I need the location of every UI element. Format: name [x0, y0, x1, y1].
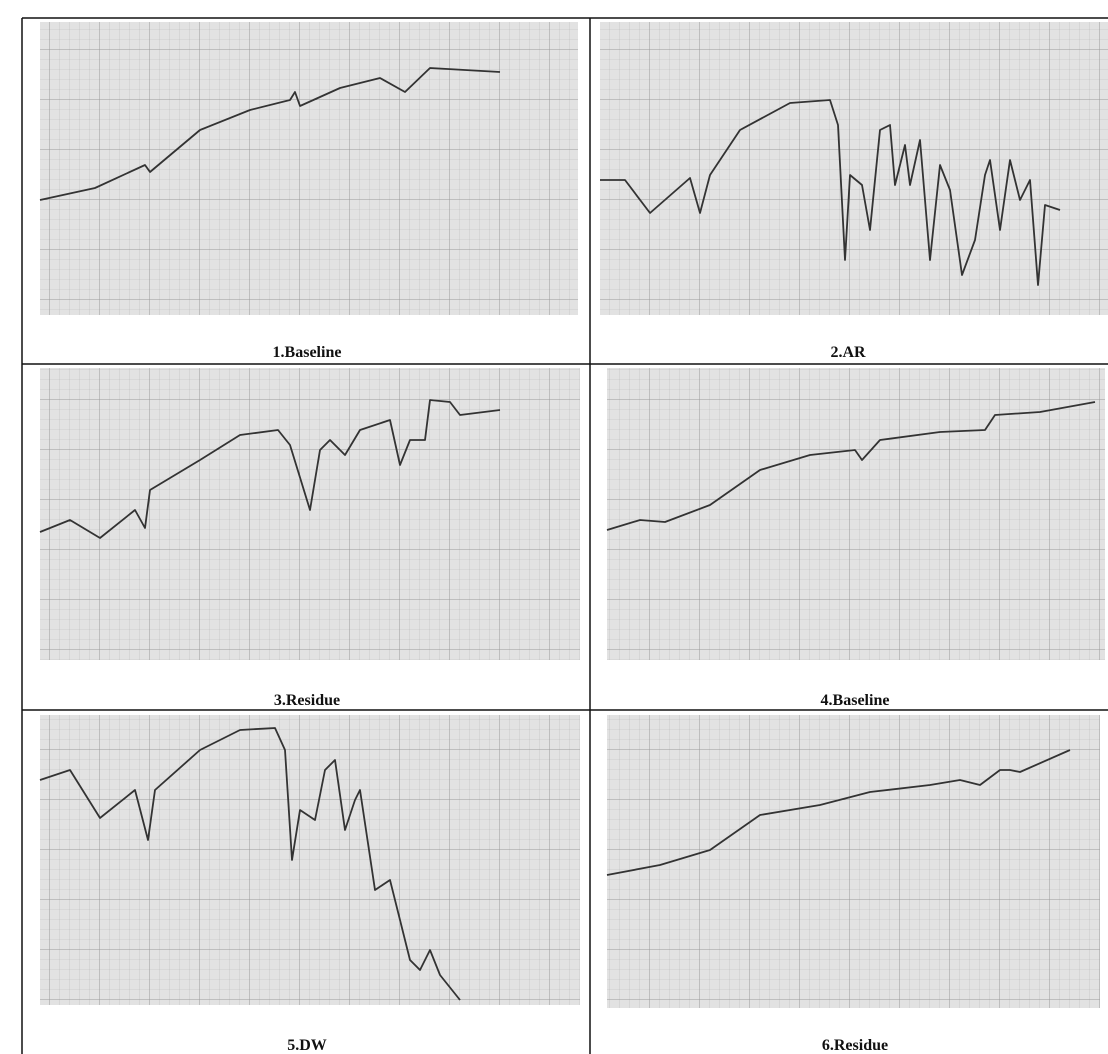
panel-caption: 5.DW — [287, 1037, 327, 1054]
panel-caption: 6.Residue — [822, 1037, 888, 1054]
grid-papers — [40, 22, 1108, 1008]
spectrum-trace — [600, 99, 1061, 286]
grid-paper — [607, 715, 1100, 1008]
spectrum-trace — [606, 401, 1096, 531]
grid-paper — [607, 368, 1105, 660]
spectrum-trace — [606, 749, 1071, 876]
panel-caption: 3.Residue — [274, 692, 340, 709]
spectrum-trace — [39, 727, 461, 1001]
panel-caption: 2.AR — [830, 344, 866, 361]
spectrum-trace — [39, 67, 501, 201]
grid-paper — [40, 22, 578, 315]
grid-paper — [40, 715, 580, 1005]
panel-borders — [21, 17, 1108, 1054]
panel-caption: 1.Baseline — [273, 344, 342, 361]
panel-caption: 4.Baseline — [821, 692, 890, 709]
spectra — [39, 67, 1096, 1001]
spectrum-trace — [39, 399, 501, 539]
grid-paper — [600, 22, 1108, 315]
grid-paper — [40, 368, 580, 660]
